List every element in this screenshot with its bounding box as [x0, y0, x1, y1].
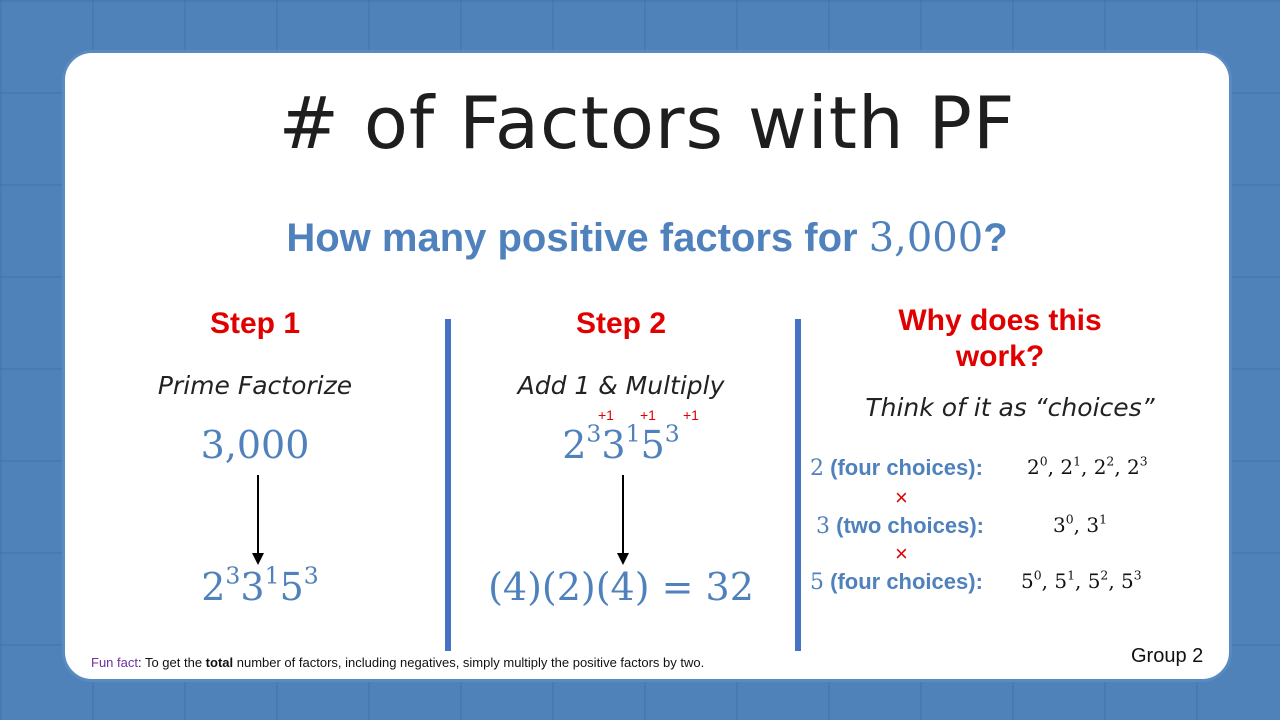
choice-row-5-prime: 5 — [810, 570, 824, 595]
step1-base-2: 2 — [201, 565, 226, 609]
choice-5-2-exp: 2 — [1100, 567, 1109, 583]
step1-heading: Step 1 — [209, 307, 301, 340]
fun-fact-text-a: : To get the — [137, 655, 206, 670]
step1-base-5: 5 — [279, 565, 304, 609]
step2-arrow-line — [622, 475, 624, 555]
choice-row-2-prime: 2 — [810, 456, 824, 481]
step2-increment-3: +1 — [640, 407, 656, 423]
question-suffix: ? — [983, 216, 1008, 260]
choice-5-3-exp: 3 — [1133, 567, 1142, 583]
step1-arrow-line — [257, 475, 259, 555]
choice-3-0-base: 3 — [1053, 513, 1066, 537]
slide-card: # of Factors with PF How many positive f… — [62, 50, 1232, 682]
times-symbol-1: × — [895, 485, 908, 510]
fun-fact-text-b: number of factors, including negatives, … — [233, 655, 705, 670]
step2-base-5: 5 — [640, 423, 665, 467]
choice-2-1-base: 2 — [1060, 455, 1074, 479]
choice-2-0-base: 2 — [1027, 455, 1040, 479]
choice-5-1-exp: 1 — [1067, 567, 1075, 583]
fun-fact-label: Fun fact — [91, 655, 138, 670]
step1-base-3: 3 — [240, 565, 265, 609]
slide-title: # of Factors with PF — [278, 81, 1016, 165]
question: How many positive factors for 3,000? — [65, 215, 1229, 261]
choice-2-3-exp: 3 — [1139, 453, 1148, 469]
choice-5-0-exp: 0 — [1033, 567, 1042, 583]
step2-exp-5: 3 — [664, 419, 680, 448]
step1-subtitle: Prime Factorize — [157, 371, 353, 400]
step2-increment-2: +1 — [598, 407, 614, 423]
step1-factorization: 233153 — [155, 561, 365, 609]
step2-arrow-head — [617, 553, 629, 565]
step2-base-2: 2 — [562, 423, 587, 467]
step1-arrow-head — [252, 553, 264, 565]
step2-subtitle: Add 1 & Multiply — [517, 371, 725, 400]
fun-fact-footnote: Fun fact: To get the total number of fac… — [91, 655, 704, 670]
choice-2-1-exp: 1 — [1073, 453, 1081, 469]
choice-row-3-values: 30, 31 — [1053, 511, 1107, 537]
step2-exp-2: 3 — [586, 419, 602, 448]
step2-increment-5: +1 — [683, 407, 699, 423]
step1-number: 3,000 — [200, 423, 310, 467]
why-subtitle: Think of it as “choices” — [865, 393, 1155, 422]
choice-5-3-base: 5 — [1121, 569, 1134, 593]
question-number: 3,000 — [868, 215, 984, 261]
choice-5-1-base: 5 — [1054, 569, 1068, 593]
step2-result: (4)(2)(4) = 32 — [488, 565, 754, 609]
choice-row-3-text: (two choices): — [830, 513, 985, 538]
choice-row-3-label: 3 (two choices): — [816, 513, 984, 539]
choice-row-2-values: 20, 21, 22, 23 — [1027, 453, 1148, 479]
choice-row-2-text: (four choices): — [824, 455, 983, 480]
choice-row-5-label: 5 (four choices): — [810, 569, 983, 595]
step1-exp-5: 3 — [303, 561, 319, 590]
times-symbol-2: × — [895, 541, 908, 566]
choice-row-5-text: (four choices): — [824, 569, 983, 594]
step2-factorization: 233153 — [521, 419, 721, 467]
choice-2-0-exp: 0 — [1039, 453, 1048, 469]
choice-row-3-prime: 3 — [816, 514, 830, 539]
question-prefix: How many positive factors for — [286, 216, 869, 260]
step1-exp-3: 1 — [264, 561, 280, 590]
step1-exp-2: 3 — [225, 561, 241, 590]
choice-2-3-base: 2 — [1127, 455, 1140, 479]
choice-3-1-base: 3 — [1086, 513, 1100, 537]
why-heading: Why does this work? — [898, 304, 1102, 373]
choice-5-2-base: 5 — [1087, 569, 1101, 593]
fun-fact-bold: total — [205, 655, 234, 670]
choice-2-2-exp: 2 — [1106, 453, 1115, 469]
choice-3-0-exp: 0 — [1065, 511, 1074, 527]
choice-row-2-label: 2 (four choices): — [810, 455, 983, 481]
choice-5-0-base: 5 — [1021, 569, 1034, 593]
column-divider-1 — [445, 319, 451, 651]
choice-3-1-exp: 1 — [1099, 511, 1107, 527]
group-label: Group 2 — [1131, 645, 1204, 667]
choice-2-2-base: 2 — [1093, 455, 1107, 479]
column-divider-2 — [795, 319, 801, 651]
step2-base-3: 3 — [601, 423, 626, 467]
step2-exp-3: 1 — [625, 419, 641, 448]
choice-row-5-values: 50, 51, 52, 53 — [1021, 567, 1142, 593]
step2-heading: Step 2 — [575, 307, 667, 340]
